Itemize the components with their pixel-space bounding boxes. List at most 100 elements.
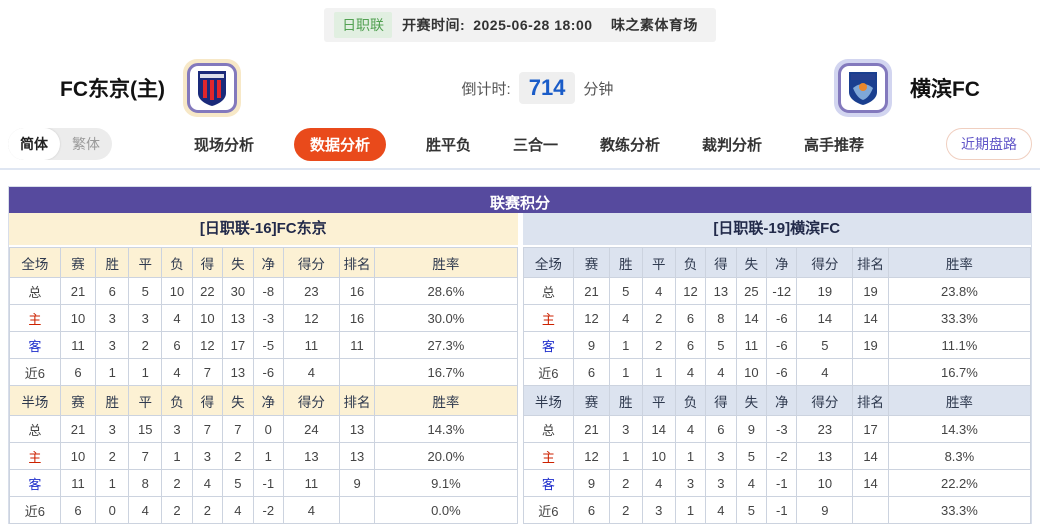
- table-row: 客 9 2 4 3 3 4 -1 10 14 22.2%: [522, 469, 1032, 497]
- column-header: 失: [222, 247, 254, 278]
- table-cell: 3: [191, 442, 224, 470]
- away-stats-table: 全场赛胜平负得失净得分 排名 胜率总 21 5 4 12 13 25 -12 19 19 23.8% 主 1…: [522, 247, 1032, 524]
- tab-5[interactable]: 裁判分析: [702, 136, 763, 154]
- table-cell: 19: [852, 331, 889, 359]
- table-cell: 6: [59, 358, 97, 386]
- table-cell: 5: [128, 277, 163, 305]
- lang-simplified[interactable]: 简体: [8, 128, 60, 160]
- standings-halves: [日职联-16]FC东京 全场赛胜平负得失净得分 排名 胜率总 21 6 5 10 22 30-…: [9, 213, 1032, 524]
- table-cell: 9: [573, 331, 610, 359]
- team-strip: FC东京(主) 倒计时: 714 分钟: [0, 42, 1040, 130]
- table-cell: 2: [222, 442, 254, 470]
- column-header: 负: [161, 385, 193, 416]
- table-row: 主 12 4 2 6 8 14 -6 14 14 33.3%: [522, 304, 1032, 332]
- tab-4[interactable]: 教练分析: [600, 136, 661, 154]
- table-cell: 12: [191, 331, 224, 359]
- column-header: 得: [705, 385, 737, 416]
- table-cell: -3: [766, 415, 798, 443]
- table-cell: 5: [705, 331, 737, 359]
- away-team-logo: [833, 59, 892, 117]
- standings-title: 联赛积分: [9, 187, 1031, 213]
- column-header: 半场: [522, 385, 575, 416]
- table-cell: 13: [282, 442, 340, 470]
- table-cell: 4: [735, 469, 768, 497]
- table-cell: -1: [766, 496, 798, 524]
- tab-0[interactable]: 现场分析: [193, 136, 254, 154]
- column-header: 排名: [852, 247, 889, 278]
- column-header: 排名: [338, 385, 376, 416]
- table-cell: 9: [796, 496, 854, 524]
- table-cell: -5: [252, 331, 284, 359]
- tab-2[interactable]: 胜平负: [425, 136, 471, 154]
- table-cell: 5: [608, 277, 643, 305]
- table-cell: -6: [766, 304, 798, 332]
- table-cell: 13: [338, 442, 376, 470]
- table-cell: 23.8%: [887, 277, 1032, 305]
- table-cell: 33.3%: [887, 304, 1032, 332]
- table-cell: 8: [705, 304, 737, 332]
- table-cell: 10: [796, 469, 854, 497]
- table-cell: 4: [674, 358, 707, 386]
- home-team-logo: [182, 59, 241, 117]
- tab-6[interactable]: 高手推荐: [804, 136, 865, 154]
- table-cell: 15: [128, 415, 163, 443]
- table-cell: 6: [674, 331, 707, 359]
- row-label: 近6: [522, 358, 575, 386]
- table-cell: 14: [852, 304, 889, 332]
- table-cell: 7: [191, 415, 224, 443]
- table-cell: 6: [573, 496, 610, 524]
- table-cell: 12: [674, 277, 707, 305]
- table-row: 总 21 3 15 3 7 7 0 24 13 14.3%: [9, 415, 518, 443]
- table-cell: 14: [641, 415, 676, 443]
- away-team: 横滨FC: [833, 59, 980, 117]
- table-cell: 4: [674, 415, 707, 443]
- table-cell: 3: [128, 304, 163, 332]
- table-cell: 2: [161, 469, 193, 497]
- table-cell: 21: [573, 277, 610, 305]
- table-cell: 6: [59, 496, 97, 524]
- table-cell: 11: [735, 331, 768, 359]
- table-row: 总 21 6 5 10 22 30 -8 23 16 28.6%: [9, 277, 518, 305]
- tab-3[interactable]: 三合一: [512, 136, 558, 154]
- standings-home-half: [日职联-16]FC东京 全场赛胜平负得失净得分 排名 胜率总 21 6 5 10 22 30-…: [9, 213, 518, 524]
- table-row: 主 10 2 7 1 3 2 1 13 13 20.0%: [9, 442, 518, 470]
- table-cell: 10: [161, 277, 193, 305]
- table-cell: 22: [191, 277, 224, 305]
- away-logo-frame: [837, 63, 888, 113]
- column-header-row: 全场赛胜平负得失净得分 排名 胜率: [522, 247, 1032, 278]
- tab-1[interactable]: 数据分析: [293, 127, 386, 161]
- standings-away-half: [日职联-19]横滨FC 全场赛胜平负得失净得分 排名 胜率总 21 5 4 12 13 25-…: [522, 213, 1032, 524]
- table-cell: 10: [641, 442, 676, 470]
- table-cell: 14: [796, 304, 854, 332]
- table-cell: -3: [252, 304, 284, 332]
- table-cell: 0: [95, 496, 130, 524]
- table-cell: -2: [766, 442, 798, 470]
- table-cell: 9.1%: [374, 469, 518, 497]
- table-row: 总 21 3 14 4 6 9 -3 23 17 14.3%: [522, 415, 1032, 443]
- row-label: 客: [522, 469, 575, 497]
- column-header-row: 半场赛胜平负得失净得分 排名 胜率: [9, 385, 518, 416]
- row-label: 近6: [9, 358, 61, 386]
- table-cell: 30: [222, 277, 254, 305]
- column-header: 平: [128, 247, 163, 278]
- table-cell: -8: [252, 277, 284, 305]
- table-cell: 1: [252, 442, 284, 470]
- table-cell: 4: [282, 496, 340, 524]
- column-header: 净: [766, 385, 798, 416]
- lang-traditional[interactable]: 繁体: [72, 136, 100, 152]
- recent-trend-button[interactable]: 近期盘路: [946, 128, 1032, 160]
- row-label: 总: [522, 277, 575, 305]
- table-cell: 28.6%: [374, 277, 518, 305]
- table-cell: 3: [641, 496, 676, 524]
- column-header: 平: [641, 385, 676, 416]
- table-cell: 11: [282, 469, 340, 497]
- table-cell: 16.7%: [374, 358, 518, 386]
- table-cell: 4: [191, 469, 224, 497]
- table-cell: 4: [608, 304, 643, 332]
- table-cell: 3: [674, 469, 707, 497]
- column-header: 胜率: [374, 385, 518, 416]
- table-cell: 2: [641, 331, 676, 359]
- kickoff-info: 开赛时间: 2025-06-28 18:00 味之素体育场: [402, 15, 706, 35]
- table-cell: 0.0%: [374, 496, 518, 524]
- table-cell: [852, 496, 889, 524]
